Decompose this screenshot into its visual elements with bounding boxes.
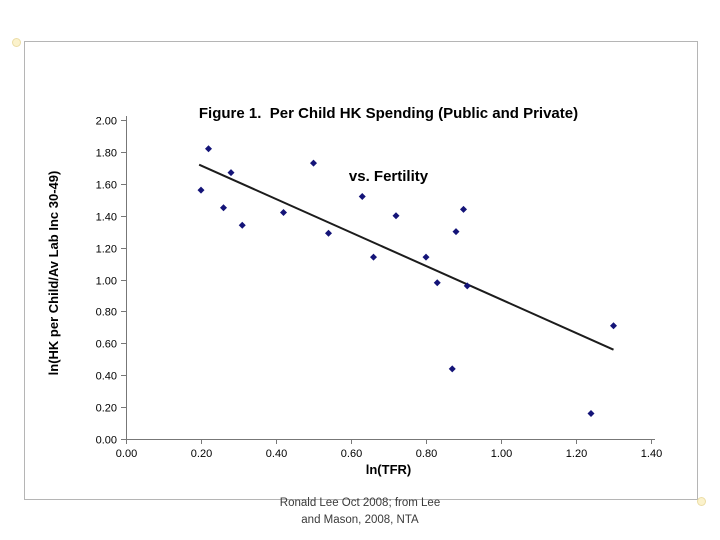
x-tick-label: 0.80 — [416, 448, 437, 460]
y-tick-label: 0.40 — [96, 371, 117, 383]
y-tick-label: 0.60 — [96, 339, 117, 351]
y-tick-label: 1.20 — [96, 244, 117, 256]
y-tick-label: 1.60 — [96, 180, 117, 192]
chart-title-line2: vs. Fertility — [348, 168, 429, 185]
data-point — [238, 221, 246, 229]
data-point — [325, 229, 332, 237]
y-tick-label: 1.40 — [96, 212, 117, 224]
x-tick-label: 1.20 — [566, 448, 587, 460]
data-point — [220, 204, 227, 212]
data-point — [587, 409, 595, 417]
chart-title: Figure 1. Per Child HK Spending (Public … — [126, 61, 651, 229]
data-point — [358, 193, 366, 201]
data-point — [463, 282, 471, 290]
y-tick-label: 0.20 — [96, 403, 117, 415]
y-tick-label: 0.00 — [96, 435, 117, 447]
data-point — [433, 279, 441, 287]
data-point — [448, 365, 456, 373]
plot-area: 0.00 0.20 0.40 0.60 0.80 1.00 1.20 1.40 1.60 1.80… — [96, 116, 663, 461]
x-tick-label: 0.00 — [116, 448, 137, 460]
x-axis-label: ln(TFR) — [365, 462, 412, 477]
data-point — [452, 228, 460, 236]
resize-handle-top-left[interactable] — [12, 38, 21, 47]
data-point — [422, 253, 430, 261]
y-tick-label: 2.00 — [96, 116, 117, 128]
data-point — [392, 212, 400, 220]
x-tick-label: 0.60 — [341, 448, 362, 460]
resize-handle-bottom-right[interactable] — [697, 497, 706, 506]
y-tick-label: 1.00 — [96, 276, 117, 288]
x-tick-label: 1.00 — [491, 448, 512, 460]
chart-object[interactable]: 0.00 0.20 0.40 0.60 0.80 1.00 1.20 1.40 1.60 1.80… — [24, 41, 698, 500]
caption-line1: Ronald Lee Oct 2008; from Lee — [279, 497, 441, 509]
data-point — [370, 253, 377, 261]
data-point — [205, 145, 212, 153]
data-point — [227, 169, 235, 177]
y-tick-label: 1.80 — [96, 148, 117, 160]
data-point — [310, 159, 317, 167]
caption-line2: and Mason, 2008, NTA — [301, 514, 419, 526]
source-caption: Ronald Lee Oct 2008; from Lee and Mason,… — [0, 495, 720, 529]
x-tick-label: 0.40 — [266, 448, 287, 460]
chart-title-line1: Figure 1. Per Child HK Spending (Public … — [198, 105, 579, 122]
data-point — [460, 205, 467, 213]
y-tick-label: 0.80 — [96, 307, 117, 319]
data-point — [610, 322, 617, 330]
y-axis-label: ln(HK per Child/Av Lab Inc 30-49) — [46, 170, 61, 376]
data-point — [280, 209, 287, 217]
x-tick-label: 1.40 — [641, 448, 662, 460]
x-tick-label: 0.20 — [191, 448, 212, 460]
trend-line — [198, 163, 614, 351]
data-point — [197, 186, 205, 194]
